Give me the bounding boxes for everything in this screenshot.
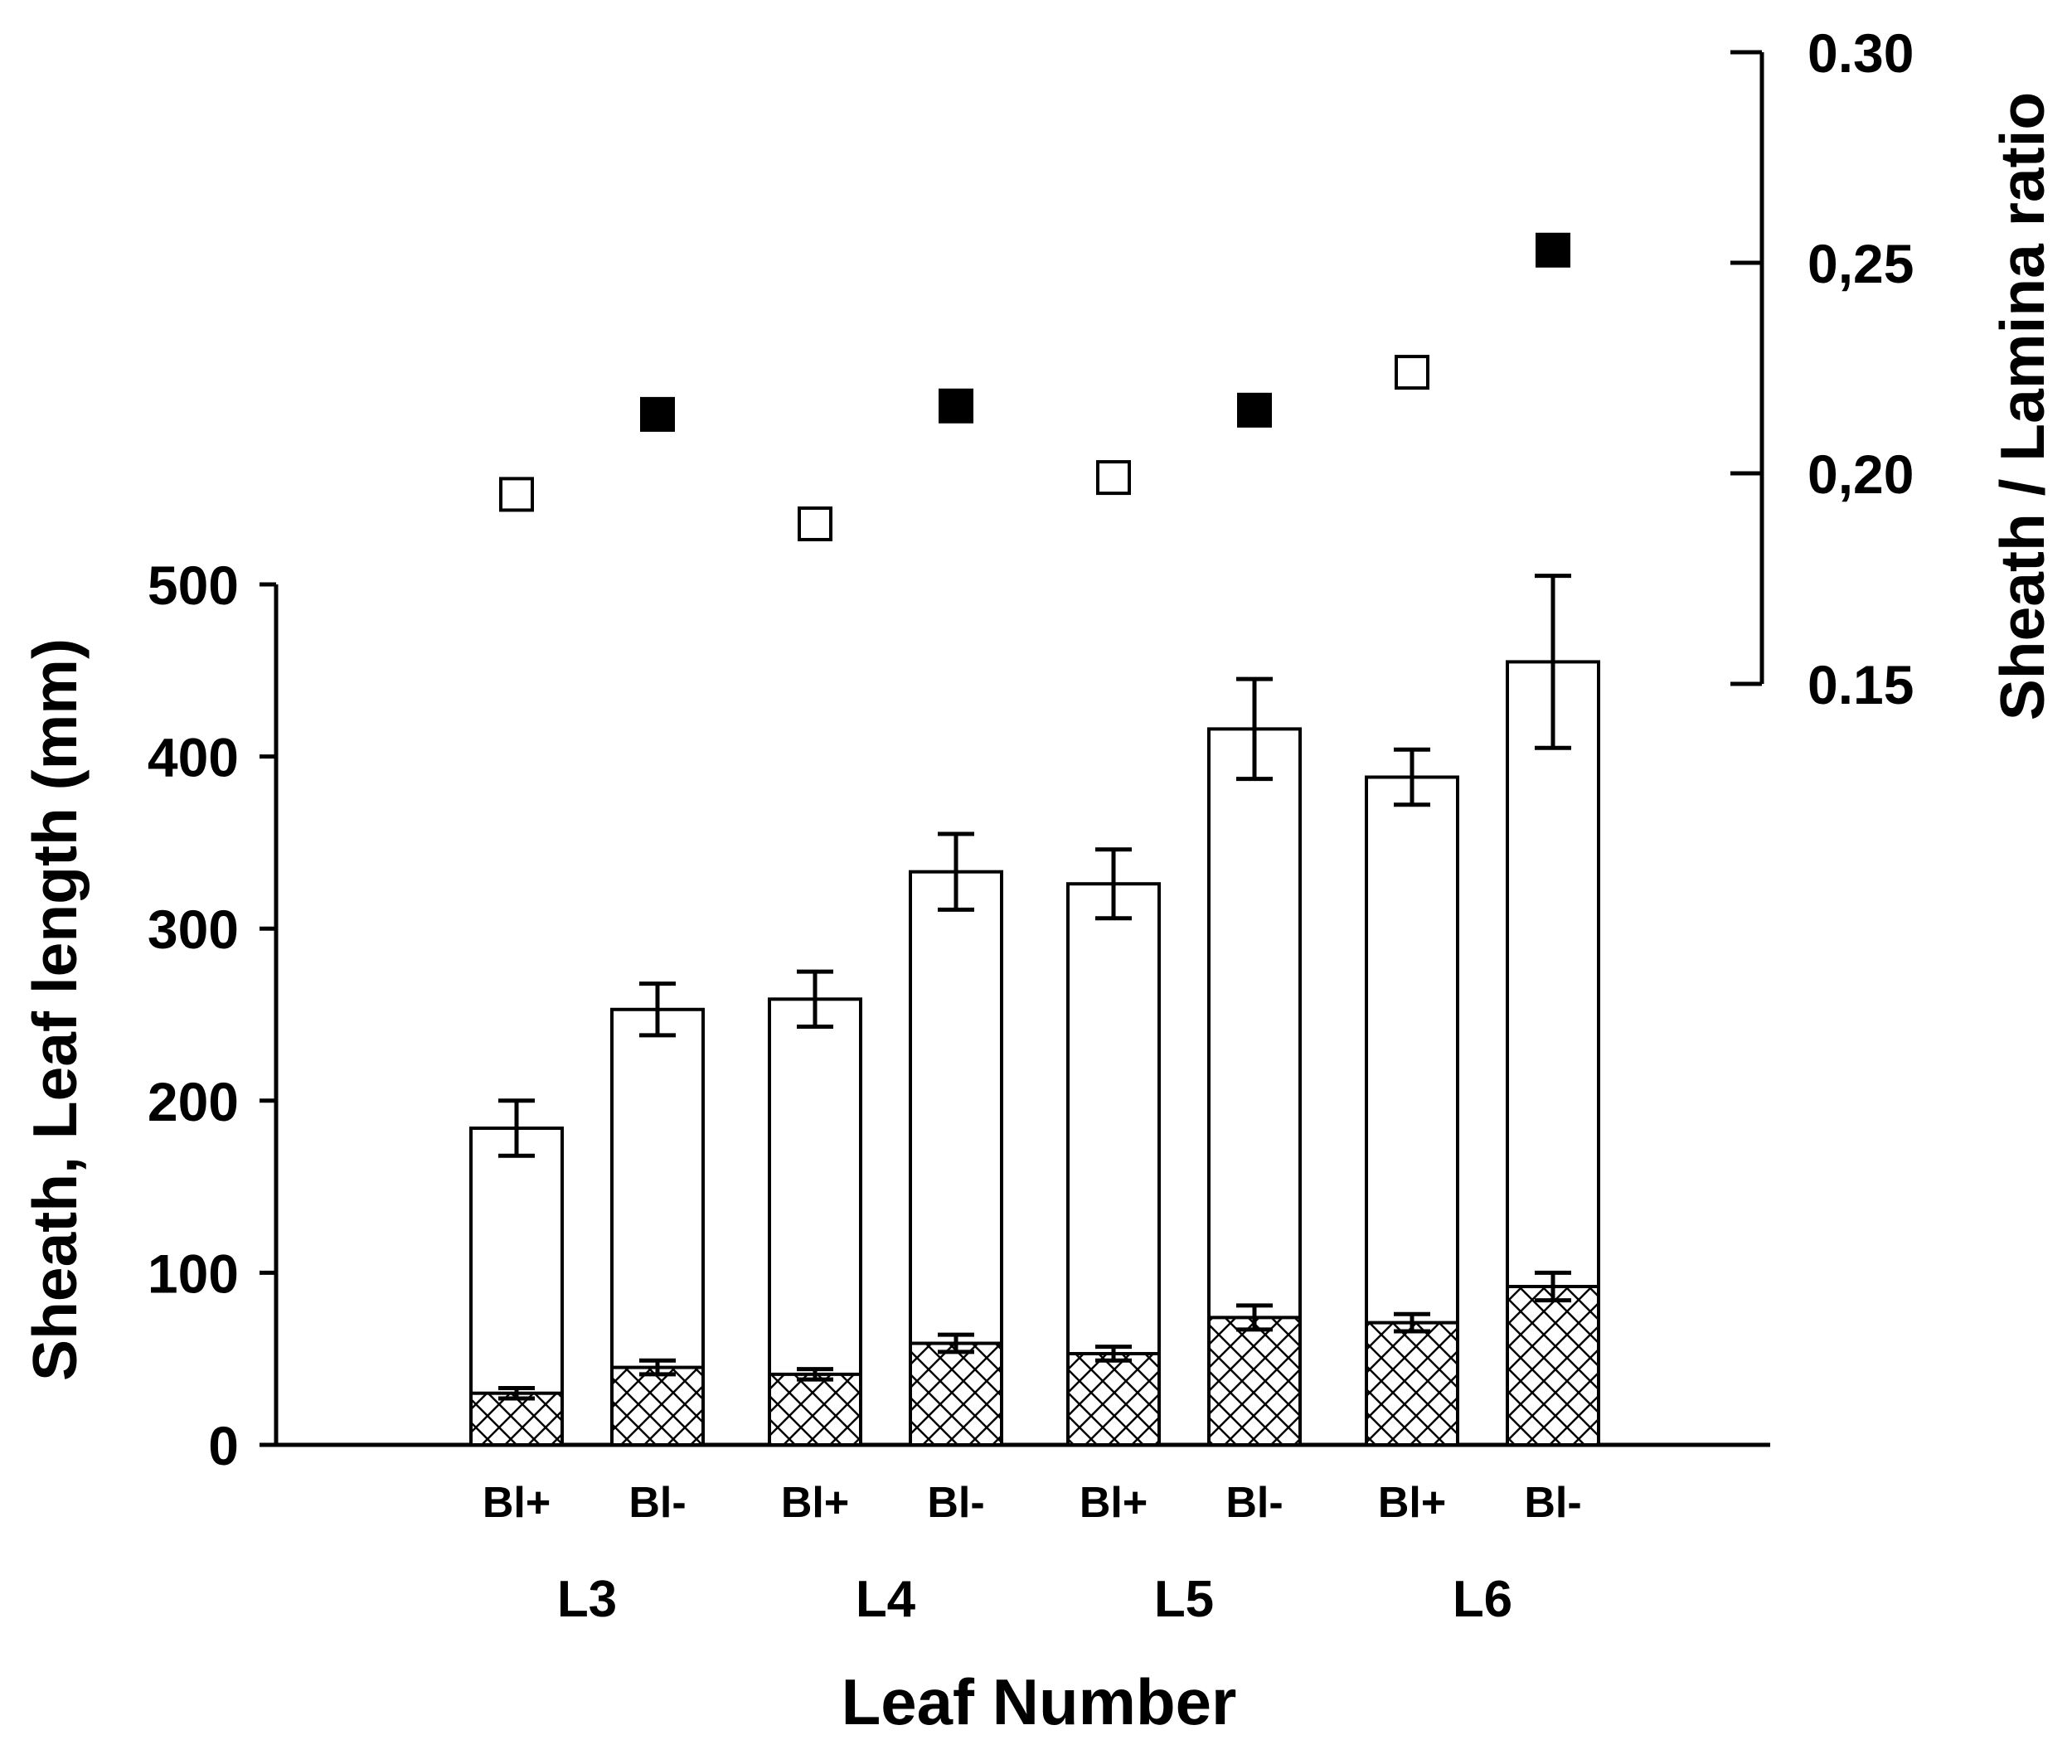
ratio-point-filled bbox=[640, 396, 675, 432]
x-axis-title: Leaf Number bbox=[842, 1665, 1237, 1738]
sheath-length-bar bbox=[768, 1372, 862, 1447]
sheath-length-bar bbox=[909, 1341, 1003, 1447]
sheath-length-bar bbox=[610, 1365, 705, 1447]
group-label: L3 bbox=[557, 1571, 617, 1628]
right-y-axis: 0.15 0,20 0,25 0.30 bbox=[1730, 22, 1914, 715]
sheath-length-bar bbox=[1365, 1321, 1459, 1447]
left-tick-label: 500 bbox=[148, 555, 239, 616]
bar-category-label: Bl+ bbox=[1378, 1479, 1446, 1527]
ratio-point-filled bbox=[939, 388, 973, 424]
bar-category-label: Bl- bbox=[927, 1479, 984, 1527]
left-tick-label: 400 bbox=[148, 727, 239, 788]
bar-category-label: Bl- bbox=[1524, 1479, 1581, 1527]
y2-axis-title: Sheath / Lamina ratio bbox=[1987, 92, 2057, 721]
ratio-point-open bbox=[1096, 460, 1131, 496]
group-label: L4 bbox=[856, 1571, 916, 1628]
sheath-length-bar bbox=[1207, 1316, 1302, 1447]
left-tick-label: 100 bbox=[148, 1243, 239, 1304]
ratio-point-filled bbox=[1536, 232, 1570, 268]
right-tick-label: 0.15 bbox=[1808, 654, 1914, 715]
group-label: L6 bbox=[1453, 1571, 1512, 1628]
left-tick-label: 300 bbox=[148, 899, 239, 960]
sheath-length-bar bbox=[1066, 1351, 1161, 1447]
y-axis-title: Sheath, Leaf length (mm) bbox=[20, 638, 90, 1381]
bar-category-label: Bl+ bbox=[1080, 1479, 1148, 1527]
ratio-point-open bbox=[1395, 355, 1429, 390]
right-tick-label: 0,25 bbox=[1808, 233, 1914, 294]
right-tick-label: 0.30 bbox=[1808, 22, 1914, 84]
bar-category-label: Bl+ bbox=[483, 1479, 551, 1527]
ratio-point-filled bbox=[1237, 392, 1272, 428]
left-tick-label: 0 bbox=[208, 1415, 239, 1476]
ratio-point-open bbox=[798, 506, 832, 541]
x-axis-labels: Bl+ Bl- Bl+ Bl- Bl+ Bl- Bl+ Bl-L3 L4 L5 L6 bbox=[483, 1479, 1582, 1628]
bar-category-label: Bl+ bbox=[781, 1479, 849, 1527]
left-tick-label: 200 bbox=[148, 1071, 239, 1132]
left-y-axis: 0 100 200 300 400 500 bbox=[148, 555, 1770, 1476]
group-label: L5 bbox=[1154, 1571, 1214, 1628]
ratio-points-layer bbox=[499, 232, 1570, 541]
bar-category-label: Bl- bbox=[1225, 1479, 1283, 1527]
bar-category-label: Bl- bbox=[628, 1479, 686, 1527]
bars-layer bbox=[469, 574, 1600, 1447]
right-tick-label: 0,20 bbox=[1808, 443, 1914, 505]
ratio-point-open bbox=[499, 477, 534, 512]
sheath-length-bar bbox=[1506, 1285, 1600, 1447]
sheath-length-bar bbox=[469, 1391, 564, 1447]
